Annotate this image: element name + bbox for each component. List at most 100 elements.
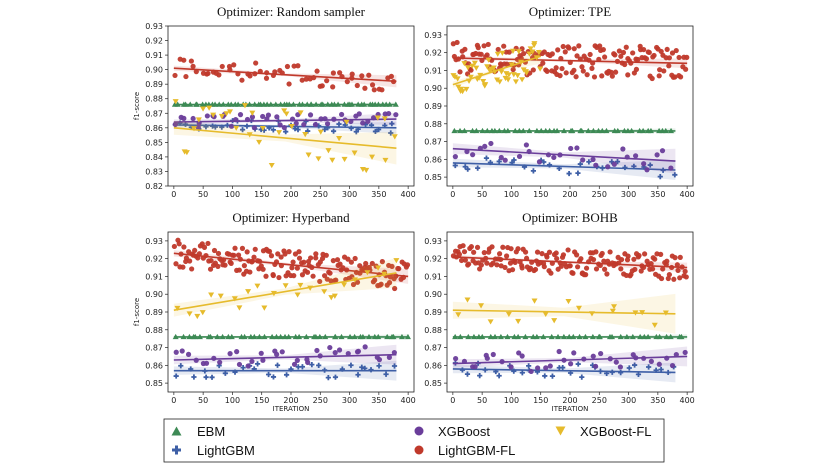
point-xgboost-fl xyxy=(200,106,207,112)
point-xgboost-fl xyxy=(464,65,471,71)
point-xgboost-fl xyxy=(459,89,466,95)
point-xgboost xyxy=(669,362,676,369)
point-xgboost-fl xyxy=(194,313,201,320)
point-xgboost-fl xyxy=(523,70,530,76)
point-lightgbm-fl xyxy=(539,251,545,257)
point-xgboost-fl xyxy=(469,63,476,69)
point-xgboost-fl xyxy=(526,51,533,57)
point-xgboost-fl xyxy=(206,105,213,111)
x-tick-label: 200 xyxy=(562,396,577,405)
point-xgboost xyxy=(203,360,210,366)
point-lightgbm-fl xyxy=(330,70,336,76)
point-lightgbm-fl xyxy=(649,75,655,82)
point-lightgbm-fl xyxy=(590,256,597,263)
confidence-band xyxy=(452,293,676,334)
point-lightgbm xyxy=(657,174,663,180)
legend: EBM LightGBM XGBoost LightGBM-FL XGBoost… xyxy=(163,418,665,463)
point-lightgbm xyxy=(355,372,361,378)
point-xgboost xyxy=(386,354,393,360)
point-xgboost xyxy=(648,358,654,364)
point-xgboost-fl xyxy=(519,77,526,83)
point-lightgbm xyxy=(178,363,184,369)
point-xgboost-fl xyxy=(498,69,505,75)
point-lightgbm-fl xyxy=(314,68,320,74)
point-xgboost xyxy=(312,121,319,128)
point-xgboost xyxy=(265,112,272,118)
point-xgboost xyxy=(179,348,185,354)
point-lightgbm-fl xyxy=(371,87,377,93)
point-lightgbm-fl xyxy=(567,263,573,269)
point-lightgbm-fl xyxy=(275,251,281,257)
point-lightgbm-fl xyxy=(583,272,589,278)
point-lightgbm-fl xyxy=(268,253,275,259)
point-lightgbm-fl xyxy=(461,249,468,255)
point-lightgbm xyxy=(295,127,301,133)
point-xgboost xyxy=(617,364,623,370)
point-xgboost xyxy=(516,153,523,160)
point-lightgbm-fl xyxy=(301,259,307,265)
legend-label-xgboost-fl: XGBoost-FL xyxy=(580,424,652,439)
y-tick-label: 0.92 xyxy=(145,37,163,46)
point-lightgbm-fl xyxy=(618,53,624,59)
point-xgboost-fl xyxy=(502,75,509,82)
y-tick-label: 0.92 xyxy=(424,49,442,58)
point-xgboost-fl xyxy=(480,78,487,85)
y-tick-label: 0.87 xyxy=(424,138,442,147)
point-lightgbm xyxy=(560,364,566,371)
point-lightgbm-fl xyxy=(324,78,330,84)
point-xgboost xyxy=(633,153,639,159)
point-lightgbm-fl xyxy=(211,247,218,254)
point-lightgbm-fl xyxy=(481,250,487,256)
point-lightgbm-fl xyxy=(636,252,642,259)
trend-line xyxy=(173,67,397,83)
point-lightgbm-fl xyxy=(354,82,360,89)
x-tick-label: 100 xyxy=(504,190,519,199)
y-tick-label: 0.87 xyxy=(424,344,442,353)
point-xgboost xyxy=(519,353,525,359)
point-lightgbm-fl xyxy=(682,268,688,275)
point-lightgbm xyxy=(542,373,548,379)
point-lightgbm xyxy=(274,362,281,368)
point-lightgbm-fl xyxy=(540,60,546,66)
point-xgboost xyxy=(571,350,577,356)
point-lightgbm-fl xyxy=(308,255,314,261)
point-lightgbm-fl xyxy=(571,67,577,73)
point-lightgbm-fl xyxy=(563,70,569,76)
point-xgboost xyxy=(236,361,243,368)
point-lightgbm-fl xyxy=(396,266,402,272)
point-xgboost-fl xyxy=(249,110,256,116)
point-lightgbm-fl xyxy=(337,261,343,267)
point-lightgbm xyxy=(336,121,342,127)
trend-line xyxy=(452,57,688,65)
chart-bohb: Optimizer: BOHB 0.85 0.86 0.87 0.88 0.89 0.90 0… xyxy=(424,210,695,413)
point-xgboost-fl xyxy=(297,282,304,289)
chart-title: Optimizer: BOHB xyxy=(522,210,618,225)
point-xgboost-fl xyxy=(374,115,381,121)
point-lightgbm xyxy=(348,362,354,368)
y-tick-label: 0.88 xyxy=(145,326,163,335)
circle-icon xyxy=(414,426,424,436)
point-xgboost xyxy=(360,120,366,126)
point-lightgbm-fl xyxy=(599,73,605,79)
point-xgboost xyxy=(482,143,488,149)
y-tick-label: 0.92 xyxy=(145,255,163,264)
point-lightgbm xyxy=(626,365,632,371)
x-tick-label: 250 xyxy=(592,190,607,199)
point-lightgbm-fl xyxy=(560,252,567,258)
point-lightgbm-fl xyxy=(675,267,681,273)
point-lightgbm-fl xyxy=(509,267,516,273)
point-lightgbm-fl xyxy=(544,254,550,260)
point-lightgbm-fl xyxy=(683,274,689,280)
legend-item-lightgbm-fl: LightGBM-FL xyxy=(414,443,515,458)
point-lightgbm-fl xyxy=(623,44,629,50)
y-tick-label: 0.85 xyxy=(145,138,163,147)
point-xgboost-fl xyxy=(317,129,324,135)
point-lightgbm-fl xyxy=(253,60,259,66)
point-lightgbm xyxy=(496,158,502,165)
point-lightgbm-fl xyxy=(609,73,615,79)
y-tick-label: 0.87 xyxy=(145,109,163,118)
point-lightgbm-fl xyxy=(471,249,477,255)
point-xgboost-fl xyxy=(256,139,263,146)
x-tick-label: 400 xyxy=(401,190,416,199)
point-xgboost xyxy=(293,120,299,126)
